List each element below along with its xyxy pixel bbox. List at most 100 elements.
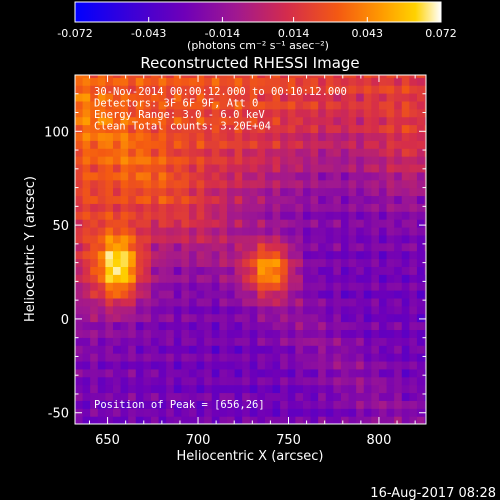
heatmap-cell <box>280 116 289 126</box>
heatmap-cell <box>105 124 114 134</box>
heatmap-cell <box>226 305 236 315</box>
heatmap-cell <box>234 156 243 165</box>
heatmap-cell <box>340 75 350 78</box>
heatmap-cell <box>90 100 99 110</box>
heatmap-cell <box>90 368 99 378</box>
heatmap-cell <box>257 148 266 157</box>
heatmap-cell <box>219 368 228 378</box>
heatmap-cell <box>82 234 91 244</box>
heatmap-cell <box>333 282 342 291</box>
heatmap-cell <box>128 274 137 283</box>
heatmap-cell <box>287 384 296 394</box>
heatmap-cell <box>325 93 334 102</box>
heatmap-cell <box>287 171 296 181</box>
heatmap-cell <box>112 376 122 386</box>
heatmap-cell <box>340 234 350 244</box>
heatmap-cell <box>264 226 274 236</box>
heatmap-cell <box>150 195 160 204</box>
heatmap-cell <box>204 384 213 394</box>
heatmap-cell <box>128 313 137 323</box>
heatmap-cell <box>272 77 281 86</box>
heatmap-cell <box>75 400 84 409</box>
heatmap-cell <box>318 368 327 378</box>
heatmap-cell <box>226 329 236 338</box>
heatmap-cell <box>75 392 84 401</box>
heatmap-cell <box>416 234 426 244</box>
heatmap-cell <box>348 163 357 173</box>
heatmap-cell <box>325 211 334 220</box>
heatmap-cell <box>219 250 228 260</box>
heatmap-cell <box>340 219 350 228</box>
heatmap-cell <box>128 337 137 346</box>
heatmap-cell <box>416 203 426 212</box>
heatmap-cell <box>150 234 160 244</box>
heatmap-cell <box>219 140 228 149</box>
heatmap-cell <box>166 250 175 260</box>
heatmap-cell <box>394 416 403 424</box>
heatmap-cell <box>158 408 167 417</box>
heatmap-cell <box>409 408 418 417</box>
heatmap-cell <box>120 219 129 228</box>
heatmap-cell <box>257 85 266 94</box>
heatmap-cell <box>333 313 342 323</box>
heatmap-cell <box>378 250 388 260</box>
heatmap-cell <box>112 85 122 94</box>
heatmap-cell <box>105 171 114 181</box>
heatmap-cell <box>416 242 426 252</box>
heatmap-cell <box>401 282 410 291</box>
heatmap-cell <box>90 93 99 102</box>
heatmap-cell <box>211 408 220 417</box>
heatmap-cell <box>378 75 388 78</box>
heatmap-cell <box>348 234 357 244</box>
heatmap-cell <box>158 384 167 394</box>
heatmap-cell <box>196 77 205 86</box>
heatmap-cell <box>310 140 319 149</box>
heatmap-cell <box>143 392 152 401</box>
heatmap-cell <box>363 329 372 338</box>
heatmap-cell <box>333 132 342 141</box>
heatmap-cell <box>348 211 357 220</box>
heatmap-cell <box>173 148 182 157</box>
heatmap-cell <box>386 242 395 252</box>
heatmap-cell <box>120 345 129 354</box>
heatmap-cell <box>378 321 388 331</box>
heatmap-cell <box>226 274 236 283</box>
heatmap-cell <box>310 195 319 204</box>
heatmap-cell <box>272 75 281 78</box>
heatmap-cell <box>378 282 388 291</box>
heatmap-cell <box>318 250 327 260</box>
heatmap-cell <box>386 132 395 141</box>
heatmap-cell <box>356 384 365 394</box>
heatmap-cell <box>371 242 380 252</box>
heatmap-cell <box>128 305 137 315</box>
heatmap-cell <box>173 242 182 252</box>
heatmap-cell <box>242 305 251 315</box>
heatmap-cell <box>82 219 91 228</box>
heatmap-cell <box>356 116 365 126</box>
heatmap-cell <box>150 156 160 165</box>
heatmap-cell <box>75 384 84 394</box>
heatmap-cell <box>128 195 137 204</box>
heatmap-cell <box>112 219 122 228</box>
heatmap-cell <box>409 116 418 126</box>
heatmap-cell <box>409 250 418 260</box>
heatmap-cell <box>287 329 296 338</box>
heatmap-cell <box>356 290 365 299</box>
heatmap-cell <box>75 116 84 126</box>
heatmap-cell <box>416 195 426 204</box>
heatmap-cell <box>226 77 236 86</box>
heatmap-cell <box>302 108 312 118</box>
heatmap-cell <box>340 266 350 275</box>
heatmap-cell <box>371 219 380 228</box>
heatmap-cell <box>135 368 144 378</box>
heatmap-cell <box>310 282 319 291</box>
heatmap-cell <box>135 124 144 134</box>
heatmap-cell <box>75 360 84 370</box>
heatmap-cell <box>310 392 319 401</box>
heatmap-cell <box>82 77 91 86</box>
heatmap-cell <box>295 195 304 204</box>
heatmap-cell <box>257 195 266 204</box>
heatmap-cell <box>310 274 319 283</box>
heatmap-cell <box>112 408 122 417</box>
heatmap-cell <box>150 353 160 362</box>
